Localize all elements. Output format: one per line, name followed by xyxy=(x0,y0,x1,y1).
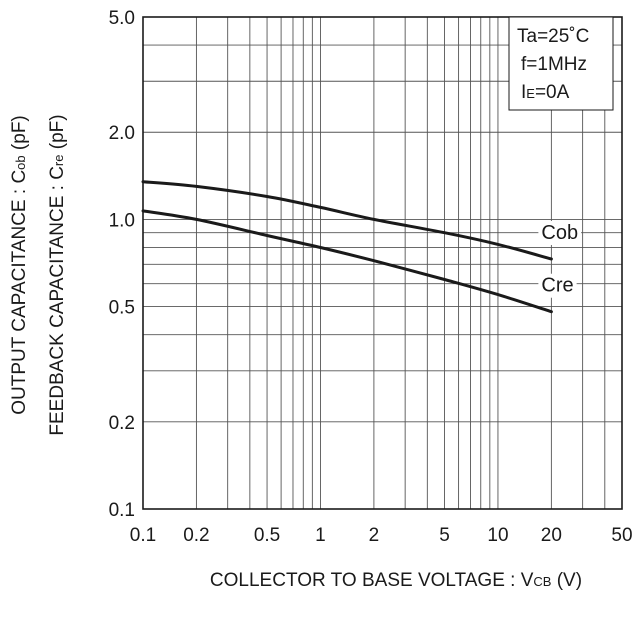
y-axis-title-feedback: FEEDBACK CAPACITANCE : Cre (pF) xyxy=(47,114,68,435)
series-line-cre xyxy=(141,209,553,314)
x-tick-label: 5 xyxy=(439,525,450,546)
y-tick-label: 0.1 xyxy=(109,500,135,521)
conditions-box-border xyxy=(508,16,614,111)
y-tick-labels: 0.1 0.2 0.5 1.0 2.0 5.0 xyxy=(109,8,135,521)
x-tick-label: 50 xyxy=(611,525,632,546)
series-label-cob: Cob xyxy=(541,222,578,244)
x-tick-label: 20 xyxy=(541,525,562,546)
y-tick-label: 0.2 xyxy=(109,413,135,434)
x-tick-label: 0.2 xyxy=(183,525,209,546)
series-label-background xyxy=(538,220,582,245)
x-tick-label: 1 xyxy=(315,525,326,546)
series-label-cre: Cre xyxy=(541,275,573,297)
y-tick-label: 0.5 xyxy=(109,298,135,319)
condition-frequency: f=1MHz xyxy=(521,54,587,75)
condition-emitter-current: IE=0A xyxy=(521,82,570,103)
x-tick-label: 0.1 xyxy=(130,525,156,546)
x-tick-label: 2 xyxy=(369,525,380,546)
series-label-background xyxy=(538,273,577,298)
x-axis-title: COLLECTOR TO BASE VOLTAGE : VCB (V) xyxy=(210,570,582,591)
series-line-cob xyxy=(141,180,553,261)
plot-border xyxy=(142,16,623,510)
y-tick-label: 5.0 xyxy=(109,8,135,29)
x-tick-label: 0.5 xyxy=(254,525,280,546)
y-tick-label: 1.0 xyxy=(109,210,135,231)
y-axis-title-output: OUTPUT CAPACITANCE : Cob (pF) xyxy=(9,115,30,415)
conditions-box: Ta=25˚C f=1MHz IE=0A xyxy=(508,16,614,111)
series-layer: Cob Cre xyxy=(141,180,582,314)
plot-frame xyxy=(142,16,623,510)
x-tick-label: 10 xyxy=(487,525,508,546)
y-tick-label: 2.0 xyxy=(109,123,135,144)
condition-temperature: Ta=25˚C xyxy=(517,26,589,47)
x-tick-labels: 0.1 0.2 0.5 1 2 5 10 20 50 xyxy=(130,525,633,546)
